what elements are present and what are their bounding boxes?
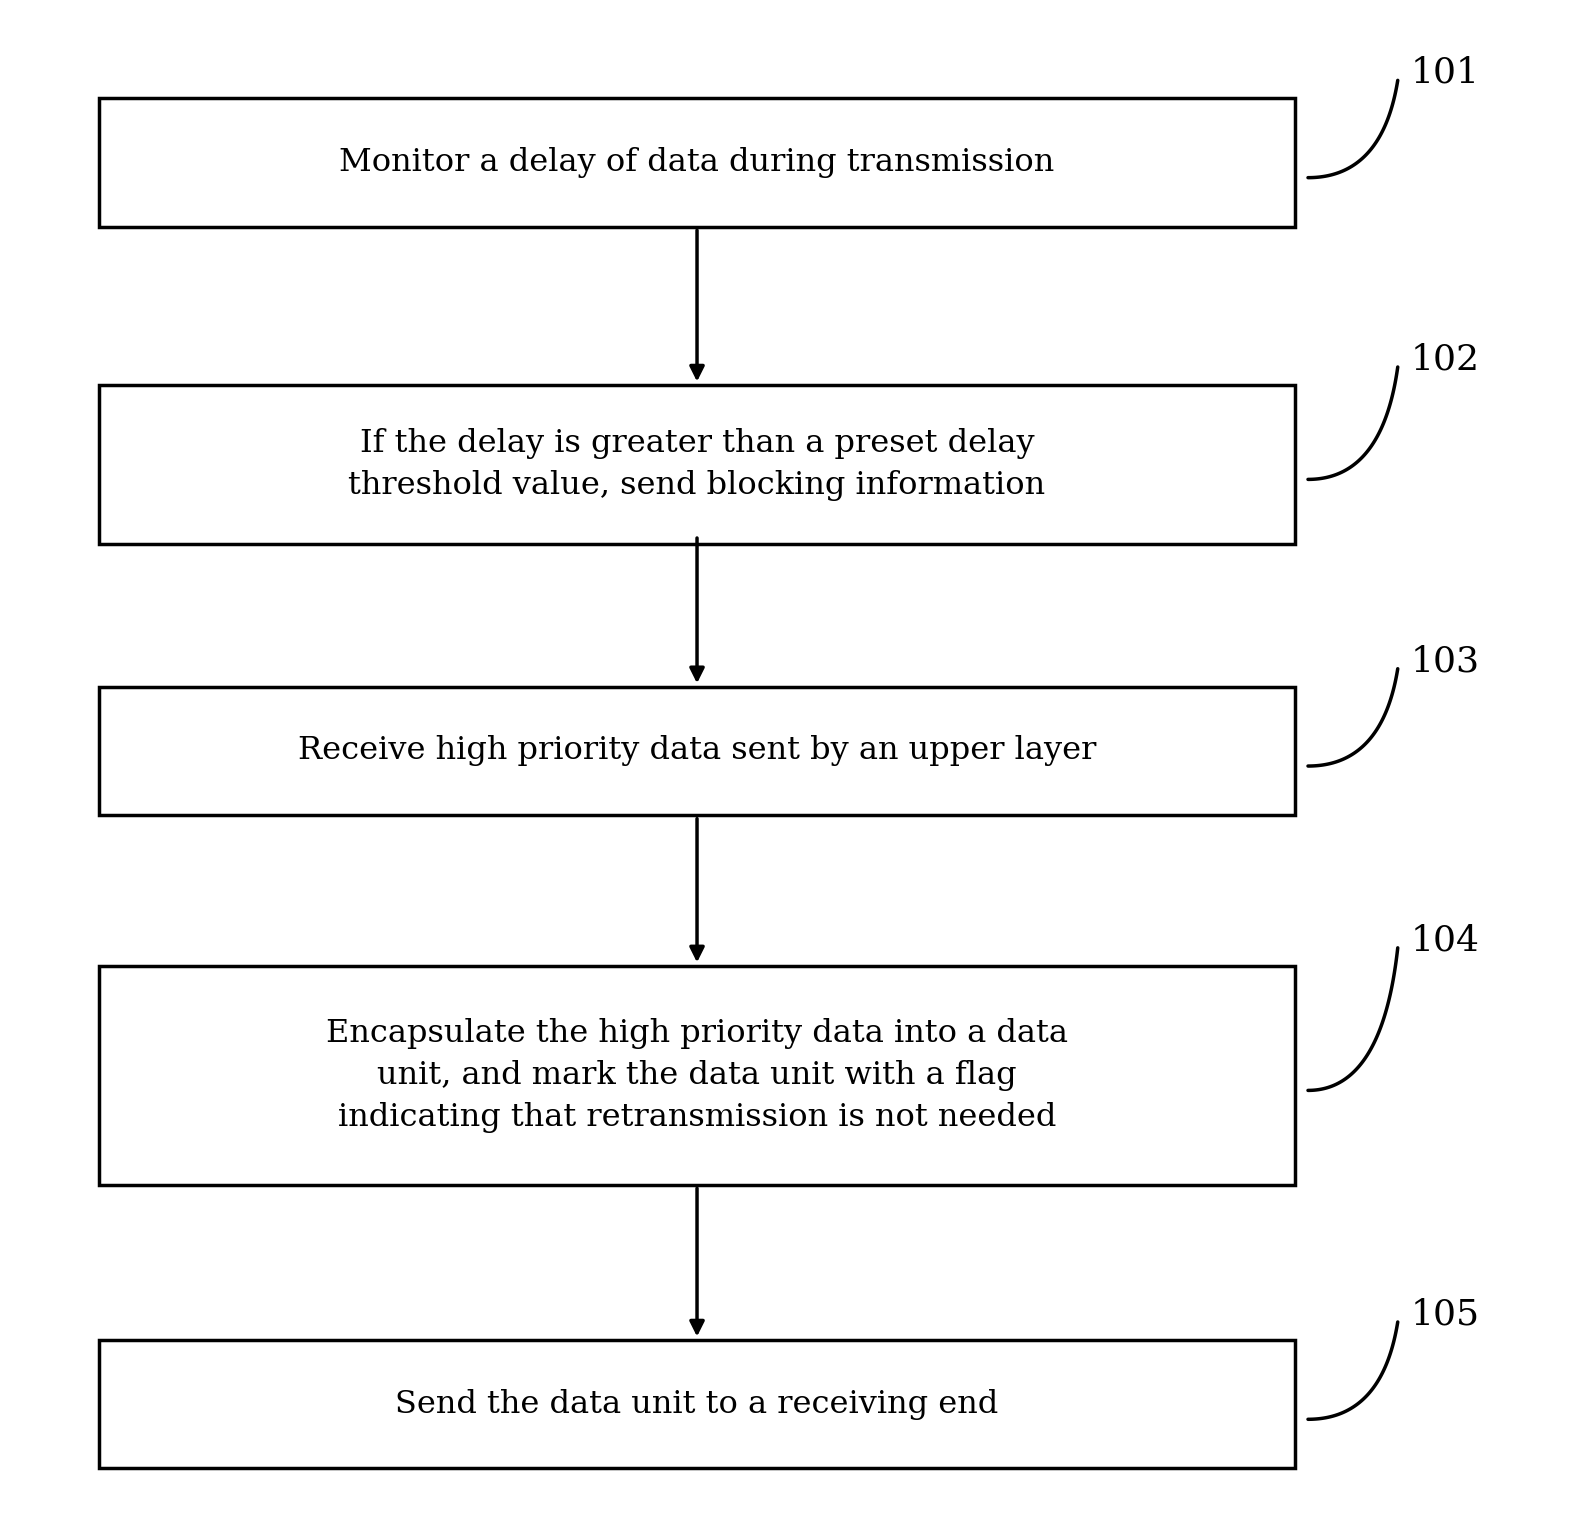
Text: Send the data unit to a receiving end: Send the data unit to a receiving end [396, 1388, 999, 1420]
Text: 104: 104 [1410, 924, 1480, 957]
Text: If the delay is greater than a preset delay
threshold value, send blocking infor: If the delay is greater than a preset de… [348, 428, 1046, 501]
Text: Monitor a delay of data during transmission: Monitor a delay of data during transmiss… [339, 147, 1054, 177]
Text: 102: 102 [1410, 343, 1480, 376]
Text: 101: 101 [1410, 56, 1480, 90]
FancyBboxPatch shape [98, 966, 1295, 1185]
FancyBboxPatch shape [98, 1340, 1295, 1468]
FancyBboxPatch shape [98, 99, 1295, 226]
FancyBboxPatch shape [98, 385, 1295, 543]
Text: 105: 105 [1410, 1297, 1480, 1332]
Text: Receive high priority data sent by an upper layer: Receive high priority data sent by an up… [298, 736, 1095, 766]
Text: 103: 103 [1410, 645, 1480, 678]
Text: Encapsulate the high priority data into a data
unit, and mark the data unit with: Encapsulate the high priority data into … [326, 1018, 1069, 1133]
FancyBboxPatch shape [98, 687, 1295, 815]
